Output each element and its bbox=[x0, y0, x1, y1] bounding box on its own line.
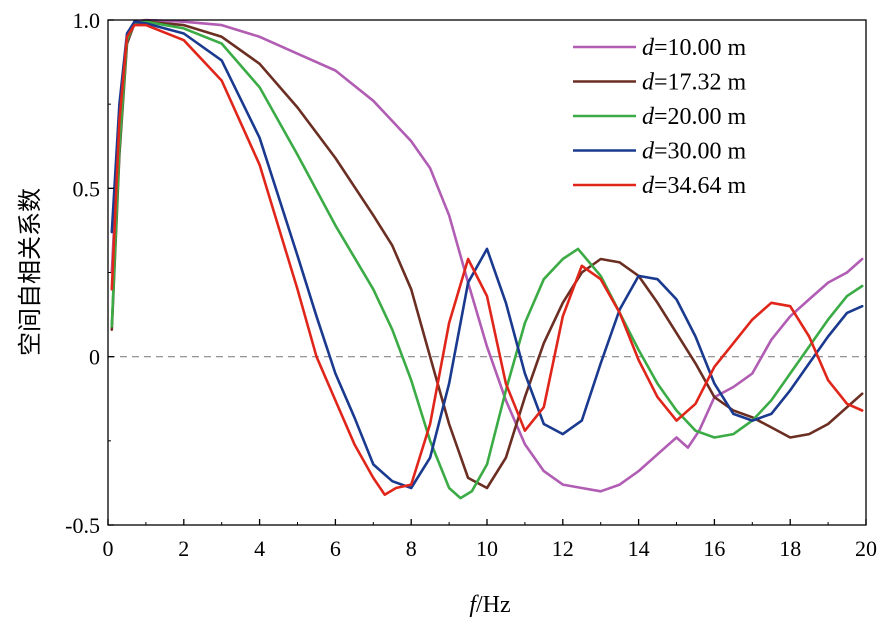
legend-value: =30.00 m bbox=[654, 139, 747, 165]
x-tick-label: 10 bbox=[476, 536, 498, 561]
x-tick-label: 2 bbox=[178, 536, 189, 561]
legend-value: =34.64 m bbox=[654, 173, 747, 199]
series-line-2 bbox=[110, 20, 864, 490]
series-line-4 bbox=[110, 20, 864, 490]
legend-label-3: d=20.00 m bbox=[642, 104, 747, 130]
legend-variable: d bbox=[642, 35, 655, 61]
legend-variable: d bbox=[642, 139, 655, 165]
y-tick-label: 0.5 bbox=[73, 176, 101, 201]
series-line-3 bbox=[110, 20, 864, 500]
y-tick-label: 0 bbox=[89, 345, 100, 370]
legend-label-4: d=30.00 m bbox=[642, 139, 747, 165]
legend-value: =17.32 m bbox=[654, 70, 747, 96]
series-line-5 bbox=[110, 23, 864, 496]
series-line-1 bbox=[110, 18, 864, 493]
x-tick-label: 0 bbox=[103, 536, 114, 561]
x-tick-label: 6 bbox=[330, 536, 341, 561]
plot-frame bbox=[107, 19, 867, 526]
legend-value: =20.00 m bbox=[654, 104, 747, 130]
x-tick-label: 8 bbox=[406, 536, 417, 561]
x-tick-label: 12 bbox=[552, 536, 574, 561]
x-tick-label: 14 bbox=[628, 536, 650, 561]
series-layer bbox=[110, 18, 864, 500]
x-tick-label: 18 bbox=[779, 536, 801, 561]
legend-variable: d bbox=[642, 70, 655, 96]
x-tick-label: 4 bbox=[254, 536, 265, 561]
legend-label-2: d=17.32 m bbox=[642, 70, 747, 96]
y-tick-label: -0.5 bbox=[65, 513, 100, 538]
legend-variable: d bbox=[642, 173, 655, 199]
x-axis-title: f/Hz bbox=[469, 592, 510, 618]
axis-titles: f/Hz 空间自相关系数 bbox=[17, 188, 511, 618]
x-tick-label: 20 bbox=[855, 536, 877, 561]
y-tick-label: 1.0 bbox=[73, 8, 101, 33]
legend-label-1: d=10.00 m bbox=[642, 35, 747, 61]
legend: d=10.00 md=17.32 md=20.00 md=30.00 md=34… bbox=[573, 35, 747, 199]
y-axis-title: 空间自相关系数 bbox=[17, 188, 44, 356]
x-axis-variable: f bbox=[469, 592, 479, 618]
legend-variable: d bbox=[642, 104, 655, 130]
x-tick-label: 16 bbox=[703, 536, 725, 561]
legend-value: =10.00 m bbox=[654, 35, 747, 61]
axes-layer: 0 2 4 6 8 10 12 14 16 18 20-0.500.51.0 bbox=[65, 8, 877, 561]
x-axis-unit: /Hz bbox=[476, 592, 511, 618]
legend-label-5: d=34.64 m bbox=[642, 173, 747, 199]
